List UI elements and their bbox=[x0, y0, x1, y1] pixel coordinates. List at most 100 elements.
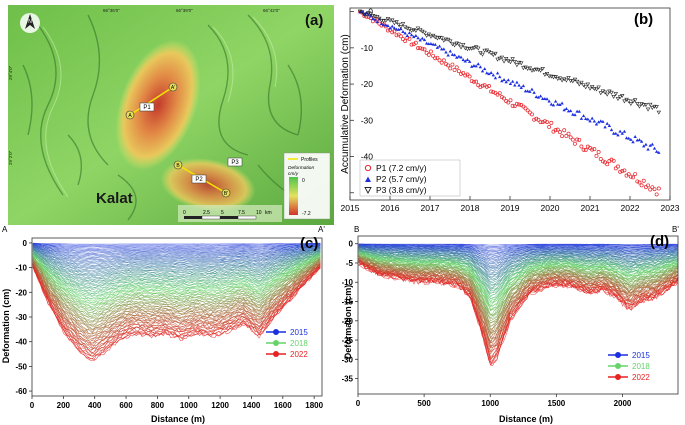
b-point-p2 bbox=[420, 36, 425, 40]
b-point-p1 bbox=[450, 62, 455, 67]
b-point-p2 bbox=[536, 95, 541, 99]
b-point-p2 bbox=[407, 31, 412, 35]
b-point-p3 bbox=[531, 68, 537, 73]
b-point-p1 bbox=[618, 169, 623, 174]
svg-text:N: N bbox=[28, 19, 32, 25]
b-point-p2 bbox=[530, 87, 534, 91]
d-frame bbox=[357, 235, 679, 395]
b-point-p1 bbox=[652, 187, 657, 192]
b-point-p1 bbox=[409, 42, 414, 47]
d-ytick-label-0: 0 bbox=[349, 240, 354, 249]
c-ytick-label--60: -60 bbox=[15, 387, 27, 396]
c-profile-curve bbox=[32, 246, 321, 266]
d-profile-curve bbox=[358, 253, 679, 311]
b-point-p2 bbox=[416, 36, 420, 40]
chart-d-series bbox=[358, 243, 679, 366]
b-point-p1 bbox=[480, 83, 485, 88]
d-profile-curve bbox=[358, 251, 679, 294]
c-profile-curve bbox=[32, 266, 321, 361]
b-point-p2 bbox=[614, 131, 618, 135]
svg-text:7.5: 7.5 bbox=[238, 210, 245, 216]
c-profile-curve bbox=[32, 251, 321, 289]
d-xtick-label-1500: 1500 bbox=[547, 399, 565, 408]
c-profile-curve bbox=[32, 250, 321, 282]
b-point-p1 bbox=[635, 179, 640, 184]
b-point-p2 bbox=[493, 76, 498, 80]
b-point-p2 bbox=[564, 107, 569, 111]
b-point-p3 bbox=[497, 56, 502, 61]
c-profile-curve bbox=[32, 252, 321, 292]
b-point-p2 bbox=[504, 80, 508, 84]
legend-d-2022: 2022 bbox=[632, 373, 650, 382]
b-point-p2 bbox=[543, 96, 547, 100]
d-profile-curve bbox=[358, 247, 678, 268]
b-point-p2 bbox=[571, 112, 575, 116]
b-point-p3 bbox=[476, 46, 481, 51]
chart-c-series bbox=[32, 242, 321, 362]
b-point-p3 bbox=[392, 21, 397, 26]
b-point-p3 bbox=[460, 43, 466, 47]
b-point-p2 bbox=[654, 149, 659, 153]
b-point-p2 bbox=[622, 129, 627, 133]
d-ytick-label--25: -25 bbox=[342, 336, 354, 345]
b-point-p3 bbox=[613, 92, 619, 97]
b-point-p1 bbox=[392, 29, 397, 34]
b-point-p2 bbox=[560, 101, 564, 105]
b-point-p1 bbox=[577, 137, 582, 142]
c-xtick-label-1800: 1800 bbox=[305, 401, 323, 410]
chart-b: 2015 2016 2017 2018 2019 2020 2021 2022 2023 0 -10… bbox=[340, 7, 680, 213]
b-point-p1 bbox=[549, 120, 554, 125]
c-profile-curve bbox=[32, 260, 321, 331]
b-point-p1 bbox=[448, 66, 453, 71]
c-profile-curve bbox=[32, 244, 321, 253]
c-profile-curve bbox=[32, 257, 321, 314]
c-profile-curve bbox=[32, 256, 321, 310]
b-point-p2 bbox=[498, 75, 502, 79]
b-point-p1 bbox=[512, 104, 517, 109]
chart-c-end: A' bbox=[318, 225, 325, 234]
b-point-p3 bbox=[555, 77, 560, 82]
b-point-p3 bbox=[620, 93, 625, 98]
chart-c-xlabel: Distance (m) bbox=[151, 414, 205, 424]
b-point-p3 bbox=[647, 102, 653, 107]
d-profile-curve bbox=[358, 245, 679, 258]
c-profile-curve bbox=[32, 248, 321, 274]
b-point-p1 bbox=[654, 192, 659, 197]
c-profile-curve bbox=[32, 250, 321, 285]
b-point-p3 bbox=[626, 99, 631, 104]
svg-text:0: 0 bbox=[302, 178, 305, 184]
b-xtick-label-2019: 2019 bbox=[501, 203, 520, 213]
d-profile-curve bbox=[358, 254, 679, 312]
b-point-p2 bbox=[442, 47, 446, 51]
b-point-p1 bbox=[465, 72, 470, 77]
b-point-p1 bbox=[510, 103, 515, 108]
svg-text:2.5: 2.5 bbox=[203, 210, 210, 216]
b-point-p1 bbox=[422, 47, 427, 52]
c-ytick-label-0: 0 bbox=[23, 239, 28, 248]
chart-b-legend: P1 (7.2 cm/y) P2 (5.7 cm/y) P3 (3.8 cm/y… bbox=[359, 159, 461, 197]
b-point-p1 bbox=[413, 40, 418, 45]
b-point-p2 bbox=[562, 108, 566, 112]
d-profile-curve bbox=[358, 259, 679, 335]
c-profile-curve bbox=[32, 246, 321, 265]
c-profile-curve bbox=[32, 259, 321, 326]
d-profile-curve bbox=[358, 248, 679, 284]
b-point-p1 bbox=[478, 84, 483, 89]
b-point-p1 bbox=[568, 135, 573, 140]
b-point-p1 bbox=[605, 162, 610, 167]
b-xtick-label-2020: 2020 bbox=[541, 203, 560, 213]
b-point-p2 bbox=[541, 97, 545, 101]
scale-bar: 0 2.5 5 7.5 10 km bbox=[178, 205, 282, 222]
b-point-p2 bbox=[452, 53, 457, 57]
b-point-p1 bbox=[639, 183, 644, 188]
b-point-p1 bbox=[467, 74, 472, 79]
c-profile-curve bbox=[32, 257, 321, 324]
c-profile-curve bbox=[32, 257, 321, 319]
svg-text:5: 5 bbox=[221, 210, 224, 216]
b-point-p2 bbox=[435, 45, 440, 49]
b-point-p2 bbox=[487, 72, 491, 76]
b-point-p1 bbox=[435, 55, 440, 60]
b-point-p1 bbox=[600, 159, 605, 164]
chart-b-ylabel: Accumulative Deformation (cm) bbox=[340, 34, 351, 173]
b-point-p2 bbox=[388, 26, 392, 30]
